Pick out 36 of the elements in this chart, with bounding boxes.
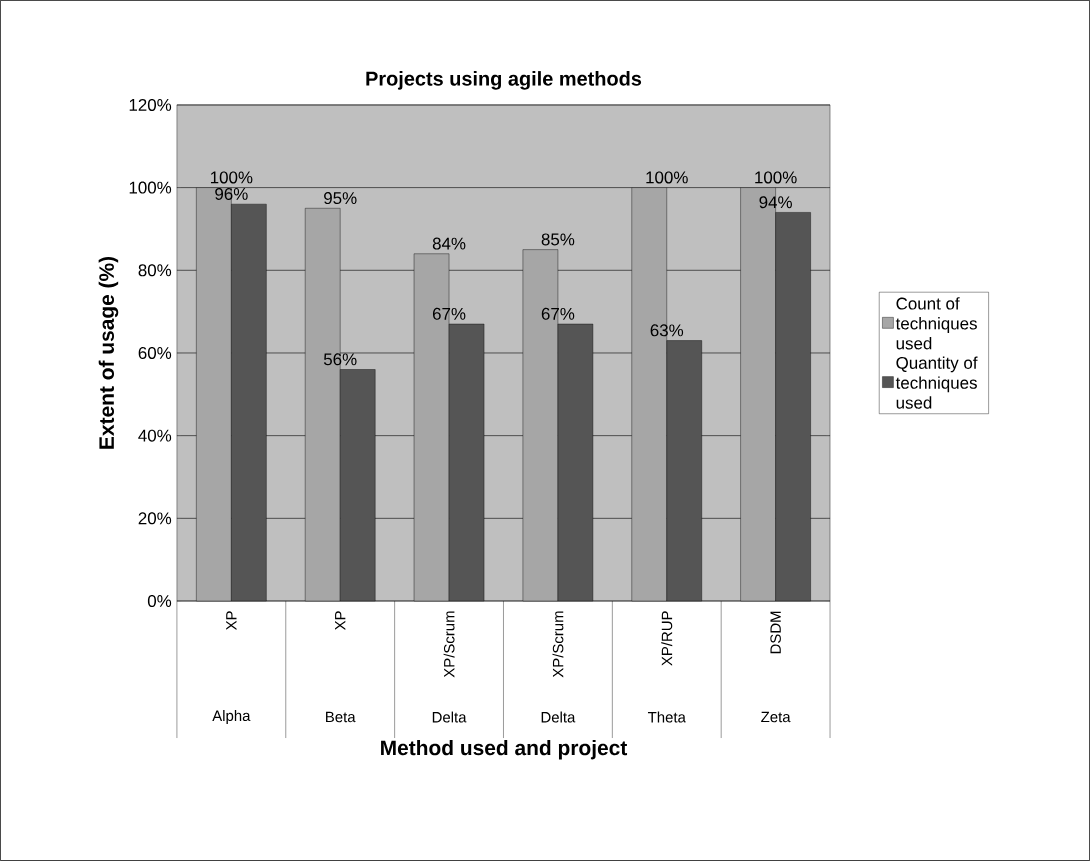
y-tick-label: 20% — [138, 512, 172, 525]
text: XP — [335, 611, 346, 631]
y-tick-label: 80% — [138, 264, 172, 277]
text: XP/Scrum — [443, 611, 455, 678]
x-tick-label: Beta — [326, 711, 356, 723]
x-tick-label: Theta — [647, 711, 686, 723]
y-axis-title: Extent of usage (%) — [98, 256, 119, 449]
text: XP — [226, 611, 237, 631]
data-label: 100% — [210, 171, 253, 184]
data-label: 67% — [432, 307, 466, 320]
data-label: 100% — [646, 171, 688, 184]
y-tick-label: 120% — [129, 98, 172, 111]
data-label: 56% — [323, 353, 357, 366]
data-label: 85% — [541, 233, 575, 246]
text: XP/RUP — [661, 611, 673, 666]
text: DSDM — [770, 611, 781, 654]
data-label: 100% — [755, 171, 797, 184]
x-tick-label: Delta — [432, 711, 467, 723]
text: XP/Scrum — [552, 611, 564, 678]
legend-label: Count of techniques used — [895, 297, 977, 350]
x-tick-label: Alpha — [212, 710, 251, 725]
data-label: 63% — [650, 324, 684, 337]
data-label: 67% — [541, 307, 575, 320]
y-tick-label: 0% — [147, 595, 172, 608]
data-label: 94% — [759, 196, 792, 209]
y-tick-label: 100% — [129, 181, 172, 194]
x-tick-label: Zeta — [761, 711, 791, 723]
data-label: 96% — [215, 187, 248, 200]
y-tick-label: 40% — [138, 429, 172, 442]
data-label: 95% — [324, 192, 357, 205]
data-label: 84% — [432, 237, 466, 250]
legend-label: Quantity of techniques used — [895, 356, 978, 409]
chart-title: Projects using agile methods — [366, 71, 642, 90]
x-axis-title: Method used and project — [381, 739, 628, 760]
y-tick-label: 60% — [138, 346, 172, 359]
x-tick-label: Delta — [541, 711, 576, 723]
